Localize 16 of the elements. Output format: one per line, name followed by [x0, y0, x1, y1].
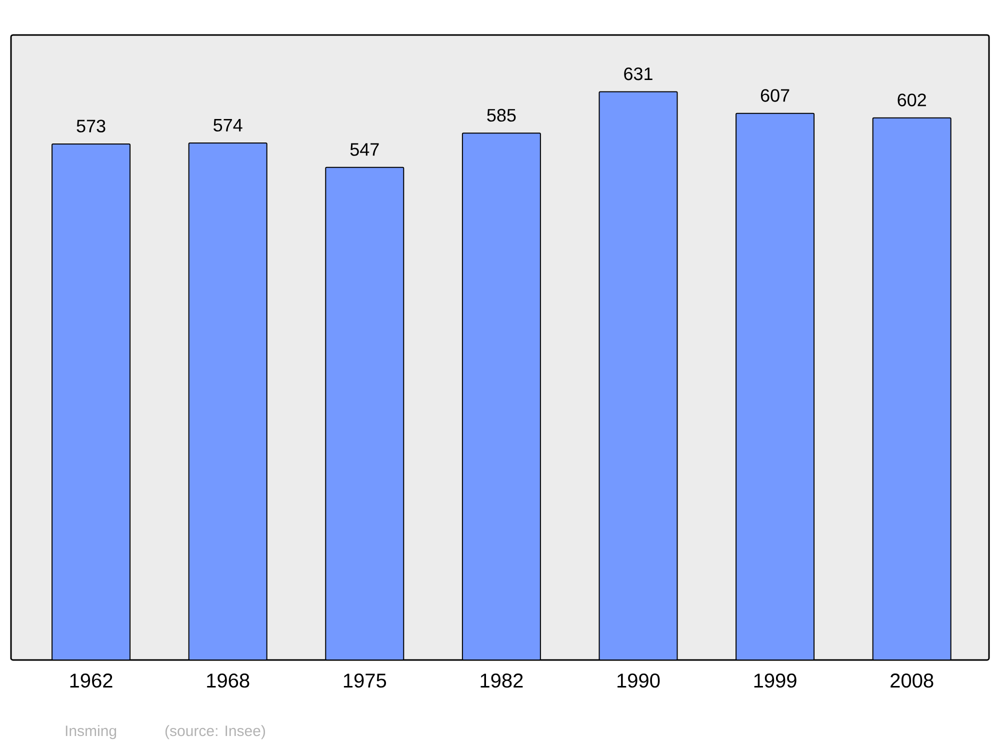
data-label: 573 — [76, 120, 106, 132]
data-label: 631 — [624, 67, 652, 80]
x-tick-label: 1968 — [207, 674, 250, 688]
data-label: 607 — [760, 89, 790, 102]
x-tick-label: 1990 — [618, 674, 660, 688]
data-label: 602 — [898, 94, 926, 106]
x-tick-label: 1982 — [480, 674, 523, 688]
data-label: 585 — [487, 108, 516, 122]
data-label: 547 — [350, 143, 379, 156]
x-tick-label: 1962 — [70, 674, 112, 688]
x-tick-label: 1975 — [344, 674, 386, 688]
x-tick-label: 2008 — [890, 674, 934, 688]
data-label: 574 — [214, 118, 242, 132]
text: Insming — [66, 725, 116, 740]
text: (source: Insee) — [165, 725, 266, 740]
x-tick-label: 1999 — [754, 674, 796, 688]
